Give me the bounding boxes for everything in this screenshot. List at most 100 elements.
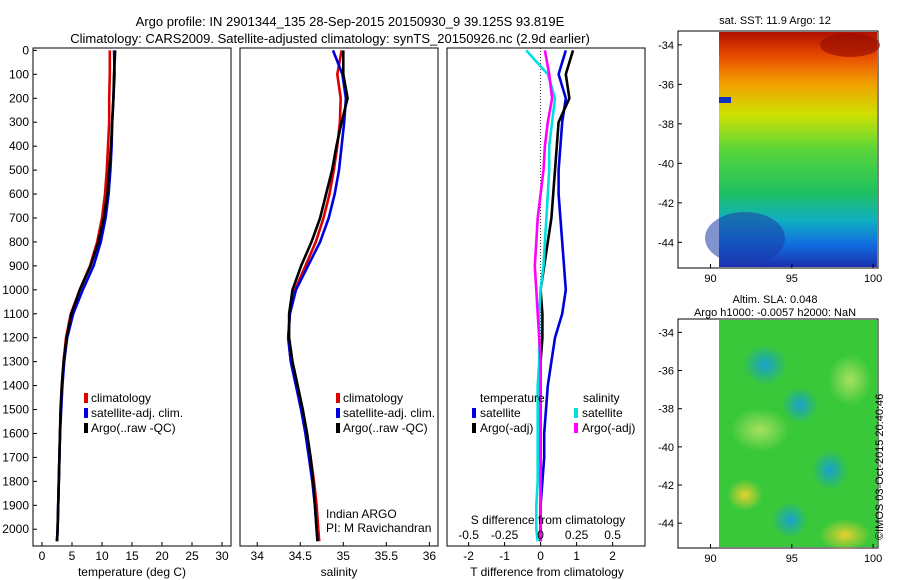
- sst-map-panel: sat. SST: 11.9 Argo: 12 -34-36-38-40-42-…: [658, 15, 882, 285]
- depth-tick-label: 200: [9, 91, 29, 105]
- x-tick-label: 2: [609, 549, 616, 563]
- lat-tick-label: -34: [658, 327, 674, 339]
- lat-tick-label: -42: [658, 198, 674, 210]
- legend-swatch-argo: [84, 423, 88, 433]
- sst-warm-patch: [820, 33, 880, 57]
- depth-tick-label: 1000: [2, 283, 29, 297]
- legend-swatch-satellite: [84, 408, 88, 418]
- lat-tick-label: -44: [658, 237, 674, 249]
- depth-tick-label: 800: [9, 235, 29, 249]
- depth-tick-label: 1700: [2, 450, 29, 464]
- s-diff-tick-label: 0.25: [565, 528, 589, 542]
- depth-tick-label: 1400: [2, 379, 29, 393]
- s-difference-axis-ticks: -0.5 -0.25 0 0.25 0.5: [458, 528, 621, 542]
- legend-label-climatology: climatology: [91, 391, 151, 405]
- series-t-satellite: [539, 50, 568, 542]
- x-tick-label: 35: [337, 549, 351, 563]
- legend-swatch-climatology: [84, 393, 88, 403]
- sla-high-3: [730, 408, 790, 452]
- x-tick-label: 34: [251, 549, 265, 563]
- lon-tick-label: 95: [786, 553, 798, 565]
- sst-map-title: sat. SST: 11.9 Argo: 12: [719, 15, 831, 27]
- sla-lon-ticks: 90 95 100: [704, 544, 882, 565]
- t-difference-axis-ticks: -2 -1 0 1 2: [463, 542, 616, 563]
- sst-lat-ticks: -34 -36 -38 -40 -42 -44: [658, 40, 682, 249]
- legend-label-satellite: satellite-adj. clim.: [343, 406, 435, 420]
- depth-tick-label: 1200: [2, 331, 29, 345]
- difference-legend: temperature salinity satellite Argo(-adj…: [472, 391, 635, 435]
- temperature-legend: climatology satellite-adj. clim. Argo(..…: [84, 391, 183, 435]
- legend-swatch-climatology: [336, 393, 340, 403]
- lat-tick-label: -34: [658, 40, 674, 52]
- legend-label-t-satellite: satellite: [480, 406, 521, 420]
- temperature-axis-label: temperature (deg C): [78, 565, 186, 579]
- temperature-panel: 0100200300400500600700800900100011001200…: [2, 43, 232, 579]
- lat-tick-label: -40: [658, 442, 674, 454]
- copyright-stamp: ©IMOS 03-Oct-2015 20:40:46: [874, 393, 886, 540]
- lon-tick-label: 100: [864, 273, 882, 285]
- depth-tick-label: 900: [9, 259, 29, 273]
- s-diff-tick-label: 0: [537, 528, 544, 542]
- float-pi-label: PI: M Ravichandran: [326, 521, 431, 535]
- lon-tick-label: 90: [704, 553, 716, 565]
- depth-tick-label: 0: [22, 43, 29, 57]
- x-tick-label: 10: [95, 549, 109, 563]
- x-tick-label: 0: [39, 549, 46, 563]
- legend-swatch-s-argo: [574, 423, 578, 433]
- sla-low-3: [812, 450, 848, 490]
- legend-swatch-t-argo: [472, 423, 476, 433]
- s-diff-tick-label: -0.5: [458, 528, 479, 542]
- sla-lat-ticks: -34 -36 -38 -40 -42 -44: [658, 327, 682, 530]
- depth-tick-label: 100: [9, 67, 29, 81]
- sla-low-4: [772, 502, 808, 538]
- depth-tick-label: 300: [9, 115, 29, 129]
- lon-tick-label: 95: [786, 273, 798, 285]
- salinity-axis-ticks: 34 34.5 35 35.5 36: [251, 542, 437, 563]
- temperature-plot-frame: [32, 47, 232, 547]
- header-line-2: Climatology: CARS2009. Satellite-adjuste…: [70, 31, 590, 46]
- s-diff-tick-label: -0.25: [491, 528, 519, 542]
- t-difference-axis-label: T difference from climatology: [470, 565, 624, 579]
- sla-high-4: [828, 354, 872, 406]
- series-s-satellite: [525, 49, 557, 542]
- lat-tick-label: -40: [658, 158, 674, 170]
- sst-cold-patch: [705, 212, 785, 264]
- sla-high-2: [819, 519, 871, 551]
- legend-label-t-argo: Argo(-adj): [480, 421, 533, 435]
- series-argo-raw-qc: [55, 50, 117, 542]
- salinity-lines: [286, 49, 349, 542]
- lat-tick-label: -44: [658, 518, 674, 530]
- lon-tick-label: 90: [704, 273, 716, 285]
- series-argo-raw-qc: [287, 50, 349, 542]
- sla-map-title: Altim. SLA: 0.048: [733, 294, 818, 306]
- legend-swatch-argo: [336, 423, 340, 433]
- depth-tick-label: 1500: [2, 403, 29, 417]
- sst-lon-ticks: 90 95 100: [704, 264, 882, 285]
- legend-label-s-satellite: satellite: [582, 406, 623, 420]
- sla-map-panel: Altim. SLA: 0.048 Argo h1000: -0.0057 h2…: [658, 294, 882, 565]
- depth-tick-label: 2000: [2, 522, 29, 536]
- x-tick-label: 0: [537, 549, 544, 563]
- legend-header-salinity: salinity: [583, 391, 620, 405]
- series-s-argo-adj: [533, 50, 554, 542]
- difference-plot-frame: [446, 47, 646, 547]
- temperature-lines: [55, 50, 117, 542]
- sla-low-2: [782, 387, 818, 423]
- x-tick-label: 15: [125, 549, 139, 563]
- legend-label-satellite: satellite-adj. clim.: [91, 406, 183, 420]
- legend-swatch-satellite: [336, 408, 340, 418]
- x-tick-label: 35.5: [375, 549, 399, 563]
- legend-label-s-argo: Argo(-adj): [582, 421, 635, 435]
- salinity-legend: climatology satellite-adj. clim. Argo(..…: [336, 391, 435, 435]
- depth-tick-label: 1100: [3, 307, 29, 321]
- depth-axis-ticks: 0 100 200 300 400 500 600 700 800 900 1000 1100 1200…: [2, 43, 37, 536]
- x-tick-label: -2: [463, 549, 474, 563]
- x-tick-label: 36: [423, 549, 437, 563]
- x-tick-label: 30: [215, 549, 229, 563]
- legend-label-argo: Argo(..raw -QC): [343, 421, 428, 435]
- x-tick-label: 25: [185, 549, 199, 563]
- s-diff-tick-label: 0.5: [604, 528, 621, 542]
- temperature-axis-ticks: 0 5 10 15 20 25 30: [39, 542, 229, 563]
- depth-tick-label: 1300: [2, 355, 29, 369]
